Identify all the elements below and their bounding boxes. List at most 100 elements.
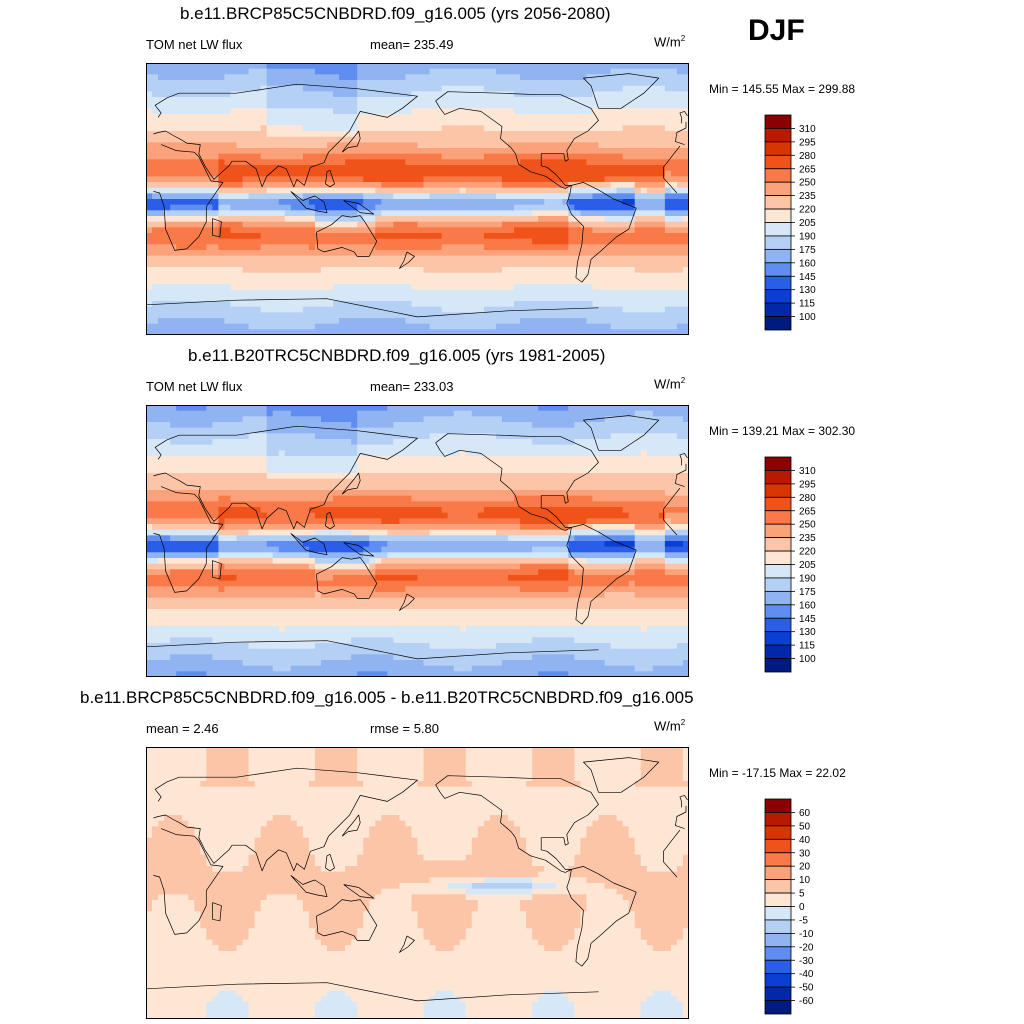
field-cell: [218, 558, 274, 565]
field-cell: [176, 405, 207, 412]
field-cell: [266, 68, 316, 75]
coastline-nz: [399, 251, 415, 269]
field-cell: [634, 552, 666, 559]
field-cell: [520, 832, 588, 839]
field-cell: [634, 216, 666, 223]
field-cell: [369, 900, 413, 907]
field-cell: [441, 125, 485, 132]
field-cell: [532, 1002, 575, 1009]
field-cell: [351, 422, 358, 429]
coastlines: [146, 73, 688, 318]
field-cell: [176, 671, 207, 677]
field-cell: [218, 216, 286, 223]
field-cell: [302, 153, 443, 160]
field-cell: [664, 193, 689, 200]
field-cell: [526, 922, 581, 929]
field-cell: [284, 216, 316, 223]
field-cell: [568, 671, 689, 677]
field-cell: [266, 119, 358, 126]
field-cell: [586, 518, 666, 525]
field-cell: [248, 747, 316, 754]
field-cell: [682, 1013, 689, 1019]
field-cell: [146, 176, 219, 183]
colorbar-tick-label: -30: [799, 956, 814, 967]
field-cell: [634, 558, 666, 565]
field-cell: [538, 216, 569, 223]
field-cell: [357, 131, 689, 138]
field-cell: [532, 210, 569, 217]
field-cell: [501, 416, 606, 423]
field-cell: [308, 563, 316, 570]
field-cell: [532, 883, 557, 890]
field-cell: [676, 643, 689, 650]
field-cell: [574, 637, 689, 644]
field-cell: [164, 210, 219, 217]
field-cell: [260, 306, 304, 313]
map-frame: [146, 405, 689, 677]
field-cell: [417, 849, 473, 856]
field-cell: [429, 643, 497, 650]
colorbar-tick-label: -50: [799, 983, 814, 994]
field-cell: [194, 832, 262, 839]
field-cell: [574, 1013, 642, 1019]
field-cell: [351, 996, 431, 1003]
field-cell: [568, 546, 636, 553]
colorbar-box: [764, 483, 792, 498]
colorbar-tick-label: 60: [799, 808, 811, 819]
field-cell: [423, 775, 467, 782]
field-cell: [664, 182, 678, 189]
field-cell: [441, 153, 485, 160]
field-cell: [664, 541, 684, 548]
panel3-units: W/m2: [654, 718, 686, 734]
coastline-africa: [153, 828, 681, 935]
field-cell: [152, 524, 219, 531]
field-cell: [224, 563, 310, 570]
colorbar-box: [764, 919, 792, 934]
field-cell: [465, 928, 533, 935]
field-cell: [459, 626, 467, 633]
field-cell: [483, 233, 569, 240]
field-cell: [664, 227, 689, 234]
field-cell: [333, 495, 413, 502]
field-cell: [314, 575, 334, 582]
field-cell: [670, 170, 689, 177]
field-cell: [682, 928, 689, 935]
field-cell: [146, 91, 153, 98]
field-cell: [146, 131, 268, 138]
field-cell: [682, 854, 689, 861]
field-cell: [266, 410, 274, 417]
field-cell: [381, 518, 400, 525]
field-cell: [146, 456, 268, 463]
field-cell: [664, 546, 689, 553]
field-cell: [146, 860, 207, 867]
field-cell: [640, 752, 684, 759]
field-cell: [664, 125, 689, 132]
field-cell: [634, 210, 666, 217]
colorbar-tick-label: 10: [799, 875, 811, 886]
colorbar-box: [764, 262, 792, 277]
field-cell: [212, 422, 268, 429]
field-cell: [568, 563, 636, 570]
colorbar-box: [764, 141, 792, 156]
field-cell: [314, 592, 322, 599]
field-cell: [218, 193, 250, 200]
field-cell: [634, 187, 642, 194]
colorbar-box: [764, 510, 792, 525]
field-cell: [266, 422, 352, 429]
field-cell: [646, 939, 678, 946]
field-cell: [357, 1013, 425, 1019]
field-cell: [465, 854, 533, 861]
field-cell: [146, 461, 268, 468]
field-cell: [417, 142, 509, 149]
field-cell: [146, 85, 262, 92]
field-cell: [212, 866, 244, 873]
field-cell: [200, 917, 256, 924]
field-cell: [206, 775, 250, 782]
field-cell: [568, 939, 648, 946]
field-cell: [333, 108, 358, 115]
map-frame: [146, 747, 689, 1019]
field-cell: [610, 323, 678, 330]
field-cell: [146, 832, 153, 839]
field-cell: [465, 1007, 533, 1014]
field-cell: [248, 1013, 316, 1019]
